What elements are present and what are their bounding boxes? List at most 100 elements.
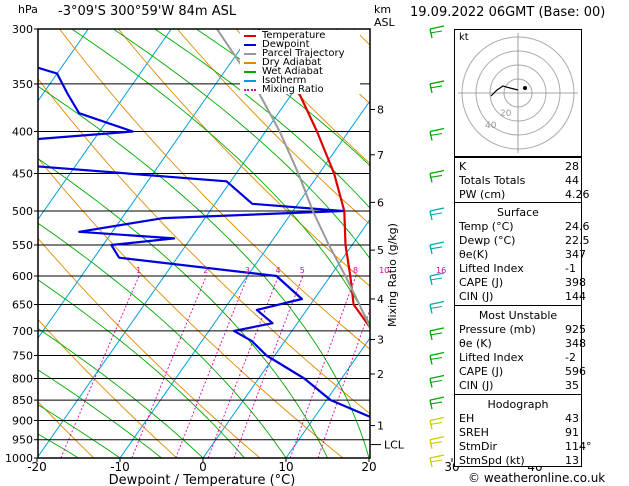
surface-section-title: Surface (497, 206, 539, 219)
hodo-stmdir: StmDir 114° (459, 440, 592, 453)
wind-barb (429, 207, 445, 221)
hodograph-unit-label: kt (459, 32, 469, 43)
km-tick-label: 7 (377, 149, 384, 162)
hodograph-trace (490, 85, 519, 97)
pressure-tick-label: 300 (12, 23, 33, 36)
dry-adiabat-line (235, 29, 370, 165)
pressure-tick-label: 400 (12, 126, 33, 139)
unstable-section-title: Most Unstable (478, 309, 558, 322)
wind-barb (429, 241, 445, 255)
pressure-tick-label: 550 (12, 239, 33, 252)
hodo-eh: EH 43 (459, 412, 579, 425)
wet-adiabat-line (38, 328, 204, 458)
legend-label: Dewpoint (262, 39, 310, 50)
legend-swatch (244, 44, 256, 46)
legend-swatch (244, 53, 256, 55)
wind-barb (429, 127, 445, 141)
mixing-ratio-line (233, 275, 304, 458)
mixing-ratio-label: 3 (245, 266, 250, 275)
hodograph-panel: kt 20 40 (454, 29, 582, 157)
hodograph-ring-label: 40 (485, 121, 497, 131)
isotherm-line (38, 29, 172, 221)
unstable-lifted-index: Lifted Index -2 (459, 351, 576, 364)
legend-swatch (244, 80, 256, 82)
legend-swatch (244, 71, 256, 73)
wind-barb (429, 416, 445, 430)
wet-adiabat-line (38, 404, 121, 458)
km-tick-label: 4 (377, 293, 384, 306)
km-tick-label: 6 (377, 196, 384, 209)
unstable-cin: CIN (J) 35 (459, 379, 579, 392)
isotherm-line (38, 29, 255, 339)
mixing-ratio-line (60, 275, 140, 458)
mixing-ratio-label: 8 (353, 266, 358, 275)
surface-temp: Temp (°C) 24.6 (459, 220, 590, 233)
hodo-sreh: SREH 91 (459, 426, 579, 439)
pressure-tick-label: 650 (12, 299, 33, 312)
mixing-ratio-label: 4 (275, 266, 280, 275)
temperature-tick-label: -10 (110, 460, 130, 474)
indices-panel: K 28 Totals Totals 44 PW (cm) 4.26 Surface … (454, 157, 592, 467)
wet-adiabat-line (113, 29, 370, 260)
copyright: © weatheronline.co.uk (468, 471, 606, 485)
isotherm-line (285, 337, 370, 458)
index-row-k: K 28 (459, 160, 579, 173)
km-tick-label: 2 (377, 368, 384, 381)
dry-adiabat-line (38, 401, 95, 458)
parcel-trajectory-profile (216, 29, 370, 330)
plot-frame (37, 28, 371, 459)
surface-lifted-index: Lifted Index -1 (459, 262, 576, 275)
lcl-label: LCL (384, 439, 405, 452)
mixing-ratio-label: 10 (379, 266, 389, 275)
temperature-profile (257, 29, 370, 330)
mixing-ratio-axis-label: Mixing Ratio (g/kg) (386, 223, 399, 327)
legend-label: Isotherm (262, 75, 307, 86)
temperature-tick-label: 10 (278, 460, 293, 474)
dry-adiabat-line (38, 78, 370, 415)
wind-barb (429, 454, 445, 468)
pressure-tick-label: 750 (12, 349, 33, 362)
isotherm-line (119, 99, 370, 458)
dry-adiabat-line (0, 29, 11, 458)
temperature-tick-label: 20 (361, 460, 376, 474)
plot-area (0, 29, 629, 458)
km-tick-label: 3 (377, 333, 384, 346)
pressure-tick-label: 800 (12, 372, 33, 385)
km-tick-label: 5 (377, 244, 384, 257)
temperature-tick-label: -20 (27, 460, 47, 474)
pressure-tick-label: 450 (12, 167, 33, 180)
isotherm-line (618, 29, 629, 458)
hodo-stmspd: StmSpd (kt) 13 (459, 454, 579, 467)
x-axis-label: Dewpoint / Temperature (°C) (109, 473, 296, 486)
surface-dewp: Dewp (°C) 22.5 (459, 234, 590, 247)
mixing-ratio-label: 2 (203, 266, 208, 275)
km-tick-label: 1 (377, 420, 384, 433)
isotherm-line (38, 29, 338, 458)
wind-barb (429, 80, 445, 94)
km-unit-label: km (374, 3, 392, 16)
mixing-ratio-label: 16 (436, 266, 446, 275)
wind-barb (429, 169, 445, 183)
wind-barb (429, 327, 445, 341)
km-tick-label: 8 (377, 103, 384, 116)
surface-theta-e: θe(K) 347 (459, 248, 586, 261)
temperature-tick-label: 0 (199, 460, 207, 474)
index-row-totals: Totals Totals 44 (459, 174, 579, 187)
hpa-unit-label: hPa (18, 3, 38, 16)
wind-barb (429, 272, 445, 286)
legend-label: Wet Adiabat (262, 66, 323, 77)
surface-cin: CIN (J) 144 (459, 290, 586, 303)
legend-label: Mixing Ratio (262, 84, 324, 95)
dewpoint-profile (38, 66, 370, 418)
dry-adiabat-line (589, 29, 629, 458)
isotherm-line (202, 218, 370, 458)
wind-barb (429, 374, 445, 388)
legend-swatch (244, 35, 256, 37)
unstable-pressure: Pressure (mb) 925 (459, 323, 586, 336)
pressure-tick-label: 350 (12, 78, 33, 91)
hodograph-section-title: Hodograph (487, 398, 549, 411)
wet-adiabat-line (196, 29, 370, 167)
legend-label: Parcel Trajectory (262, 48, 345, 59)
pressure-tick-label: 850 (12, 394, 33, 407)
